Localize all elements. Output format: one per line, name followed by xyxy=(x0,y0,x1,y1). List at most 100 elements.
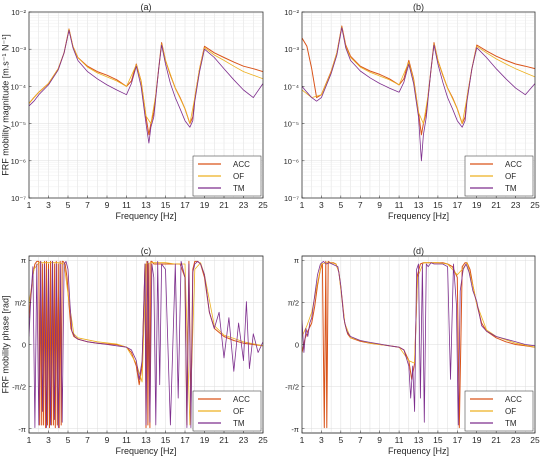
y-axis-label: FRF mobility phase [rad] xyxy=(1,295,11,393)
x-tick-label: 17 xyxy=(180,200,190,210)
x-tick-label: 19 xyxy=(200,435,210,445)
chart-panel-2: 1 3 5 7 9 11 13 15 17 19 21 23 2510⁻⁷10⁻⁶10⁻⁵10⁻⁴10⁻… xyxy=(283,2,540,221)
x-tick-label: 7 xyxy=(358,435,363,445)
x-tick-label: 11 xyxy=(122,200,131,210)
y-tick-label: 10⁻² xyxy=(284,8,299,17)
x-tick-label: 5 xyxy=(338,435,343,445)
x-tick-label: 13 xyxy=(141,435,151,445)
panel-label: (b) xyxy=(413,2,424,12)
y-tick-label: 10⁻⁷ xyxy=(11,194,26,203)
x-tick-label: 11 xyxy=(395,200,404,210)
legend: ACC OF TM xyxy=(192,155,262,197)
y-tick-label: 10⁻⁶ xyxy=(284,157,299,166)
x-tick-label: 9 xyxy=(105,200,110,210)
x-tick-label: 5 xyxy=(66,435,71,445)
x-tick-label: 5 xyxy=(338,200,343,210)
x-axis-label: Frequency [Hz] xyxy=(388,446,449,456)
chart-panel-1: 1 3 5 7 9 11 13 15 17 19 21 23 2510⁻⁷10⁻⁶10⁻⁵10⁻⁴10⁻… xyxy=(1,2,268,221)
x-tick-label: 9 xyxy=(377,200,382,210)
legend-label-of: OF xyxy=(505,172,516,181)
x-tick-label: 23 xyxy=(511,435,521,445)
y-tick-label: 10⁻⁷ xyxy=(284,194,299,203)
y-tick-label: 0 xyxy=(295,341,299,350)
x-tick-label: 25 xyxy=(258,200,268,210)
x-tick-label: 17 xyxy=(453,200,463,210)
legend: ACC OF TM xyxy=(192,390,262,432)
y-tick-label: π xyxy=(294,256,299,265)
x-tick-label: 9 xyxy=(105,435,110,445)
x-tick-label: 13 xyxy=(414,200,424,210)
y-tick-label: -π xyxy=(291,425,299,434)
y-tick-label: 10⁻³ xyxy=(284,45,299,54)
x-tick-label: 21 xyxy=(491,200,501,210)
y-tick-label: -π/2 xyxy=(285,383,299,392)
y-tick-label: π xyxy=(21,256,26,265)
y-tick-label: 0 xyxy=(22,341,26,350)
x-tick-label: 17 xyxy=(180,435,190,445)
y-tick-label: 10⁻⁵ xyxy=(284,120,299,129)
x-tick-label: 1 xyxy=(27,200,32,210)
panel-label: (d) xyxy=(413,246,424,256)
y-tick-label: π/2 xyxy=(15,298,26,307)
series-line-tm xyxy=(302,27,535,162)
y-tick-label: 10⁻² xyxy=(11,8,26,17)
x-axis-label: Frequency [Hz] xyxy=(388,211,449,221)
x-tick-label: 19 xyxy=(472,200,482,210)
x-tick-label: 19 xyxy=(200,200,210,210)
panel-label: (c) xyxy=(141,246,152,256)
x-tick-label: 21 xyxy=(491,435,501,445)
legend-label-acc: ACC xyxy=(505,160,522,169)
chart-panel-3: 1 3 5 7 9 11 13 15 17 19 21 23 25-π-π/20π/2π(c)Frequ… xyxy=(1,246,268,456)
x-tick-label: 15 xyxy=(433,435,443,445)
x-tick-label: 3 xyxy=(46,435,51,445)
x-tick-label: 15 xyxy=(161,435,171,445)
x-tick-label: 21 xyxy=(219,435,229,445)
x-tick-label: 21 xyxy=(219,200,229,210)
x-tick-label: 25 xyxy=(530,200,540,210)
x-tick-label: 23 xyxy=(239,200,249,210)
x-tick-label: 25 xyxy=(258,435,268,445)
x-tick-label: 3 xyxy=(319,200,324,210)
legend-label-of: OF xyxy=(233,172,244,181)
x-tick-label: 3 xyxy=(46,200,51,210)
x-tick-label: 7 xyxy=(85,435,90,445)
x-tick-label: 11 xyxy=(122,435,131,445)
legend-label-of: OF xyxy=(233,407,244,416)
legend: ACC OF TM xyxy=(464,390,534,432)
x-axis-label: Frequency [Hz] xyxy=(115,446,176,456)
legend-label-acc: ACC xyxy=(233,160,250,169)
x-tick-label: 25 xyxy=(530,435,540,445)
chart-panel-4: 1 3 5 7 9 11 13 15 17 19 21 23 25-π-π/20π/2π(d)Frequ… xyxy=(285,246,540,456)
x-tick-label: 13 xyxy=(141,200,151,210)
legend-label-acc: ACC xyxy=(505,395,522,404)
legend-label-tm: TM xyxy=(233,419,245,428)
series-line-tm xyxy=(302,260,535,426)
x-tick-label: 3 xyxy=(319,435,324,445)
legend-label-acc: ACC xyxy=(233,395,250,404)
y-tick-label: 10⁻⁵ xyxy=(11,120,26,129)
x-tick-label: 9 xyxy=(377,435,382,445)
y-axis-label: FRF mobility magnitude [m.s⁻¹ N⁻¹] xyxy=(1,34,11,176)
legend-label-tm: TM xyxy=(505,184,517,193)
x-tick-label: 5 xyxy=(66,200,71,210)
x-tick-label: 15 xyxy=(161,200,171,210)
x-tick-label: 23 xyxy=(511,200,521,210)
y-tick-label: 10⁻⁴ xyxy=(283,82,299,91)
x-tick-label: 19 xyxy=(472,435,482,445)
series-line-tm xyxy=(29,29,263,144)
panel-label: (a) xyxy=(141,2,152,12)
x-tick-label: 7 xyxy=(358,200,363,210)
y-tick-label: π/2 xyxy=(288,298,299,307)
x-tick-label: 1 xyxy=(300,435,305,445)
y-tick-label: -π/2 xyxy=(12,383,26,392)
y-tick-label: -π xyxy=(18,425,26,434)
x-axis-label: Frequency [Hz] xyxy=(115,211,176,221)
y-tick-label: 10⁻⁴ xyxy=(10,82,26,91)
x-tick-label: 13 xyxy=(414,435,424,445)
x-tick-label: 17 xyxy=(453,435,463,445)
legend: ACC OF TM xyxy=(464,155,534,197)
x-tick-label: 1 xyxy=(300,200,305,210)
y-tick-label: 10⁻³ xyxy=(11,45,26,54)
x-tick-label: 11 xyxy=(395,435,404,445)
